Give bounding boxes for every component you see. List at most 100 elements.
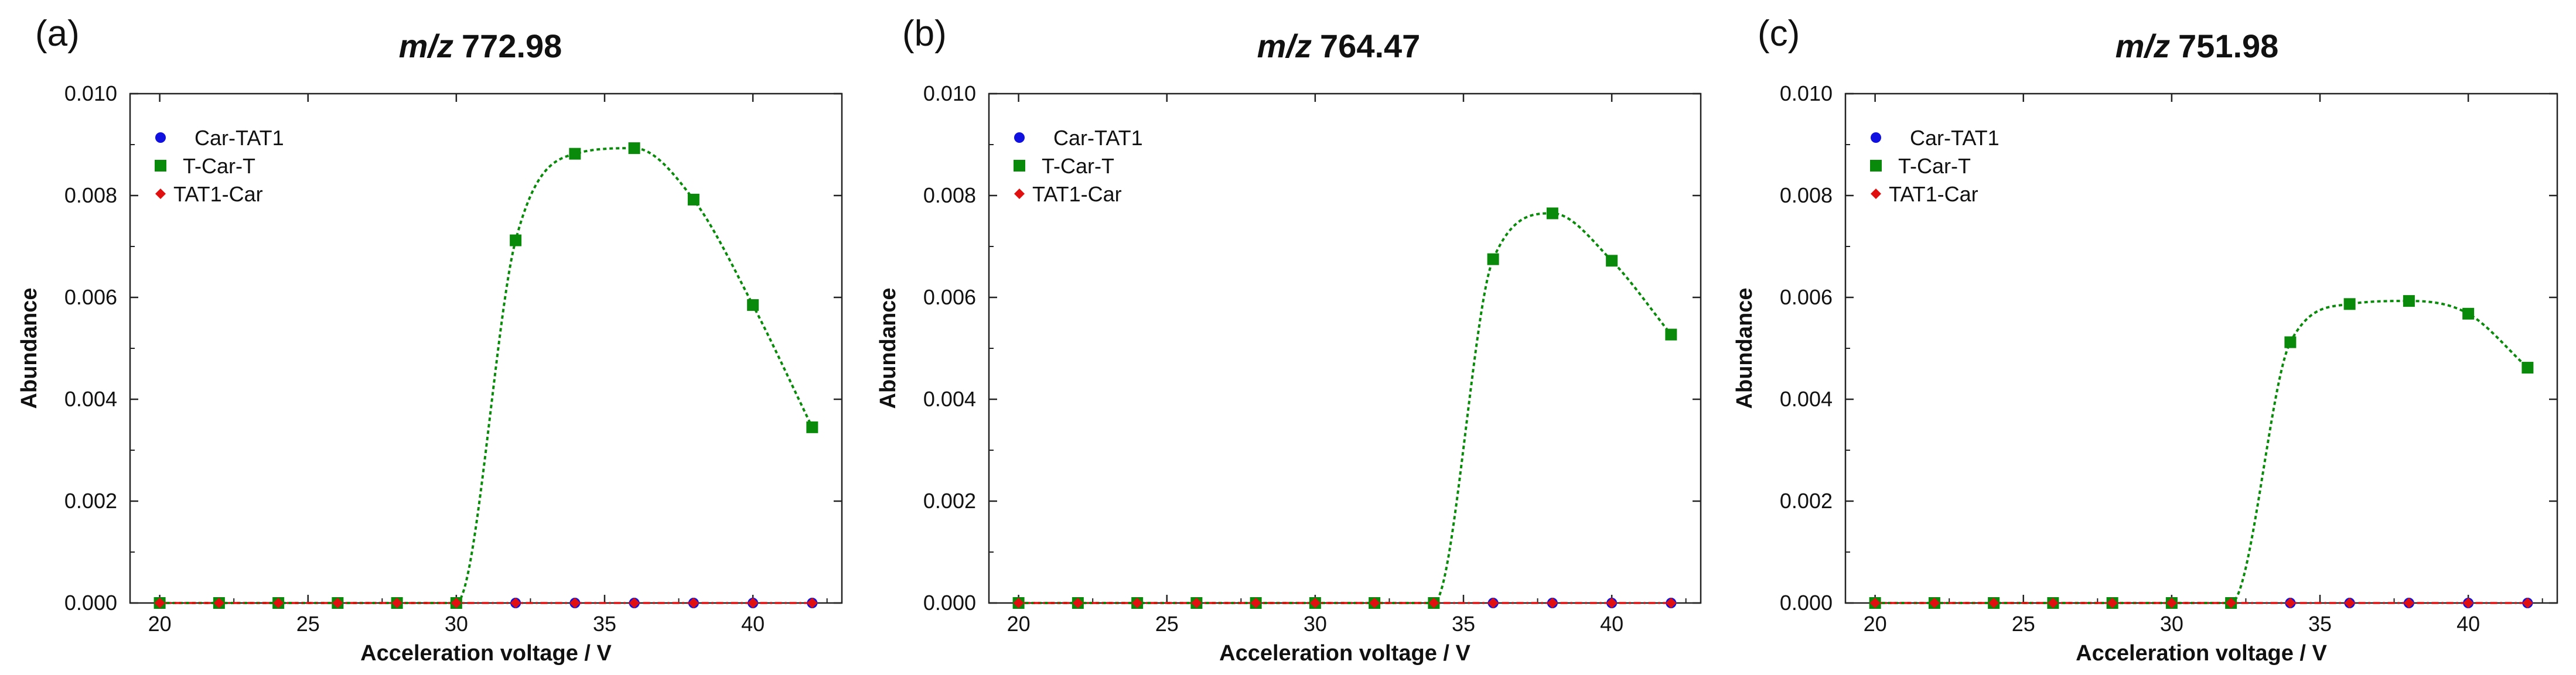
data-point-series-1 [1606,255,1618,267]
panel-title: m/z 764.47 [1257,28,1421,64]
legend-label: TAT1-Car [1889,182,1978,206]
y-tick-label: 0.006 [923,285,976,309]
legend-label: TAT1-Car [1032,182,1122,206]
y-tick-label: 0.010 [1780,81,1833,105]
data-point-series-2 [569,598,581,608]
data-point-series-1 [687,193,700,205]
data-point-series-2 [1988,598,2000,608]
data-point-series-1 [2522,362,2534,374]
series-line-1 [1018,212,1672,604]
panel-label: (c) [1758,13,1800,54]
data-point-series-2 [510,598,521,608]
legend-marker [155,189,166,199]
legend-marker [1014,189,1025,199]
legend-marker [1871,132,1881,143]
y-tick-label: 0.004 [64,387,117,411]
x-tick-label: 40 [1600,612,1623,636]
title-mz-value: 764.47 [1320,28,1420,64]
data-point-series-2 [1487,598,1499,608]
x-tick-label: 30 [445,612,468,636]
data-point-series-2 [688,598,699,608]
legend-marker [1871,189,1881,199]
legend-label: T-Car-T [1042,154,1114,178]
panel-label: (a) [35,13,80,54]
x-tick-label: 35 [1452,612,1475,636]
data-point-series-1 [1487,253,1499,265]
y-axis-label: Abundance [876,288,900,409]
x-tick-label: 35 [2308,612,2332,636]
title-mz-value: 751.98 [2178,28,2278,64]
x-tick-label: 30 [1304,612,1327,636]
data-point-series-1 [510,234,522,246]
title-mz-prefix: m/z [399,28,453,64]
y-tick-label: 0.002 [1780,489,1833,513]
data-point-series-1 [2403,295,2415,307]
x-axis-label: Acceleration voltage / V [1219,641,1470,666]
data-point-series-2 [391,598,402,608]
y-tick-label: 0.008 [923,183,976,207]
data-point-series-2 [2285,598,2296,608]
data-point-series-1 [2343,298,2356,310]
x-tick-label: 25 [296,612,320,636]
x-tick-label: 20 [1864,612,1887,636]
data-point-series-2 [629,598,640,608]
data-point-series-2 [1072,598,1083,608]
data-point-series-2 [1869,598,1881,608]
y-tick-label: 0.008 [64,183,117,207]
panel-title: m/z 751.98 [2116,28,2279,64]
title-mz-value: 772.98 [462,28,562,64]
y-tick-label: 0.002 [64,489,117,513]
x-axis-label: Acceleration voltage / V [360,641,612,666]
data-point-series-1 [1665,328,1677,341]
data-point-series-2 [2226,598,2237,608]
data-point-series-2 [807,598,818,608]
data-point-series-2 [154,598,165,608]
data-point-series-1 [806,421,818,433]
x-tick-label: 40 [2456,612,2480,636]
y-tick-label: 0.004 [923,387,976,411]
data-point-series-2 [1606,598,1618,608]
data-point-series-2 [213,598,224,608]
title-mz-prefix: m/z [1257,28,1312,64]
legend-label: T-Car-T [183,154,255,178]
x-tick-label: 35 [593,612,616,636]
y-tick-label: 0.010 [923,81,976,105]
data-point-series-2 [2522,598,2533,608]
data-point-series-2 [1929,598,1940,608]
legend-label: TAT1-Car [173,182,263,206]
legend-marker [155,132,166,143]
data-point-series-2 [2344,598,2355,608]
y-tick-label: 0.002 [923,489,976,513]
panel-label: (b) [902,13,947,54]
data-point-series-2 [2403,598,2414,608]
x-tick-label: 40 [741,612,765,636]
title-mz-prefix: m/z [2116,28,2170,64]
data-point-series-2 [1666,598,1677,608]
data-point-series-2 [2166,598,2177,608]
data-point-series-1 [569,148,581,160]
data-point-series-2 [1547,598,1558,608]
legend-label: Car-TAT1 [195,126,284,150]
x-tick-label: 20 [1007,612,1031,636]
series-line-1 [1875,300,2529,604]
x-tick-label: 20 [148,612,172,636]
x-tick-label: 25 [1155,612,1179,636]
legend-label: Car-TAT1 [1053,126,1143,150]
y-tick-label: 0.004 [1780,387,1833,411]
y-tick-label: 0.000 [923,591,976,615]
legend-marker [1014,160,1025,172]
legend-marker [155,160,166,172]
x-tick-label: 25 [2012,612,2035,636]
data-point-series-2 [1132,598,1143,608]
y-tick-label: 0.008 [1780,183,1833,207]
data-point-series-2 [1309,598,1321,608]
data-point-series-1 [628,142,640,155]
data-point-series-1 [2462,307,2475,320]
data-point-series-2 [332,598,343,608]
y-axis-label: Abundance [1732,288,1757,409]
data-point-series-1 [2284,336,2297,348]
data-point-series-2 [1191,598,1202,608]
legend-label: Car-TAT1 [1910,126,2000,150]
data-point-series-2 [2463,598,2474,608]
data-point-series-2 [451,598,462,608]
